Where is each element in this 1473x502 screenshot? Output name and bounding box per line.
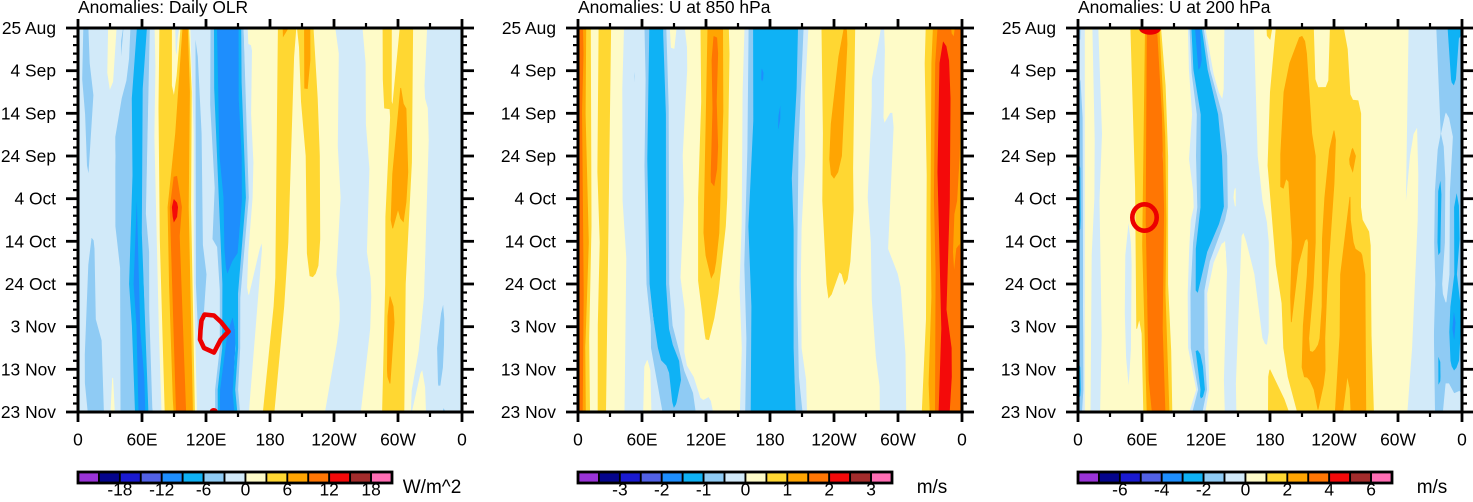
svg-text:14 Sep: 14 Sep — [501, 103, 556, 123]
svg-text:13 Nov: 13 Nov — [501, 359, 556, 379]
svg-text:4 Oct: 4 Oct — [514, 189, 556, 209]
svg-text:120E: 120E — [686, 430, 727, 450]
svg-text:24 Oct: 24 Oct — [1005, 274, 1056, 294]
svg-text:14 Oct: 14 Oct — [5, 231, 56, 251]
svg-text:180: 180 — [255, 430, 284, 450]
svg-text:60E: 60E — [1127, 430, 1158, 450]
svg-text:-6: -6 — [196, 480, 211, 498]
svg-text:60W: 60W — [880, 430, 916, 450]
svg-text:0: 0 — [1241, 480, 1251, 498]
svg-text:25 Aug: 25 Aug — [2, 18, 56, 38]
svg-text:4 Oct: 4 Oct — [1014, 189, 1056, 209]
svg-text:2: 2 — [824, 480, 834, 498]
svg-text:6: 6 — [282, 480, 292, 498]
svg-text:-18: -18 — [107, 480, 132, 498]
svg-text:0: 0 — [741, 480, 751, 498]
svg-text:24 Oct: 24 Oct — [505, 274, 556, 294]
svg-text:24 Oct: 24 Oct — [5, 274, 56, 294]
svg-text:13 Nov: 13 Nov — [1001, 359, 1056, 379]
svg-text:14 Oct: 14 Oct — [1005, 231, 1056, 251]
svg-text:23 Nov: 23 Nov — [1001, 402, 1056, 422]
svg-text:Anomalies: U at 200 hPa: Anomalies: U at 200 hPa — [1078, 0, 1271, 17]
svg-text:60E: 60E — [127, 430, 158, 450]
svg-text:1: 1 — [782, 480, 792, 498]
svg-text:23 Nov: 23 Nov — [1, 402, 56, 422]
svg-text:Anomalies: U at 850 hPa: Anomalies: U at 850 hPa — [578, 0, 771, 17]
svg-text:4 Sep: 4 Sep — [511, 61, 556, 81]
svg-text:3: 3 — [866, 480, 876, 498]
svg-text:0: 0 — [957, 430, 967, 450]
svg-text:m/s: m/s — [1417, 477, 1448, 497]
svg-text:24 Sep: 24 Sep — [1001, 146, 1056, 166]
svg-text:Anomalies: Daily OLR: Anomalies: Daily OLR — [78, 0, 248, 17]
svg-text:120W: 120W — [311, 430, 357, 450]
svg-text:-6: -6 — [1112, 480, 1127, 498]
svg-text:60W: 60W — [1380, 430, 1416, 450]
svg-text:2: 2 — [1282, 480, 1292, 498]
svg-text:3 Nov: 3 Nov — [1011, 317, 1057, 337]
svg-text:-2: -2 — [1196, 480, 1211, 498]
svg-text:120W: 120W — [1311, 430, 1357, 450]
svg-text:60W: 60W — [380, 430, 416, 450]
svg-text:0: 0 — [573, 430, 583, 450]
svg-text:25 Aug: 25 Aug — [1002, 18, 1056, 38]
svg-text:120W: 120W — [811, 430, 857, 450]
svg-text:18: 18 — [361, 480, 380, 498]
svg-text:24 Sep: 24 Sep — [1, 146, 56, 166]
svg-text:0: 0 — [241, 480, 251, 498]
svg-text:13 Nov: 13 Nov — [1, 359, 56, 379]
svg-text:0: 0 — [457, 430, 467, 450]
svg-text:120E: 120E — [1186, 430, 1227, 450]
svg-text:W/m^2: W/m^2 — [403, 477, 462, 497]
svg-text:0: 0 — [1073, 430, 1083, 450]
svg-text:14 Sep: 14 Sep — [1001, 103, 1056, 123]
svg-text:m/s: m/s — [917, 477, 948, 497]
svg-text:0: 0 — [73, 430, 83, 450]
svg-text:14 Oct: 14 Oct — [505, 231, 556, 251]
svg-text:3 Nov: 3 Nov — [11, 317, 57, 337]
svg-text:6: 6 — [1366, 480, 1376, 498]
svg-text:0: 0 — [1457, 430, 1467, 450]
svg-text:3 Nov: 3 Nov — [511, 317, 557, 337]
svg-text:-12: -12 — [149, 480, 174, 498]
svg-text:14 Sep: 14 Sep — [1, 103, 56, 123]
svg-text:180: 180 — [1255, 430, 1284, 450]
svg-text:-4: -4 — [1154, 480, 1170, 498]
svg-text:60E: 60E — [627, 430, 658, 450]
svg-text:25 Aug: 25 Aug — [502, 18, 556, 38]
svg-text:23 Nov: 23 Nov — [501, 402, 556, 422]
svg-text:4 Oct: 4 Oct — [14, 189, 56, 209]
svg-text:-3: -3 — [612, 480, 627, 498]
svg-text:180: 180 — [755, 430, 784, 450]
svg-text:4 Sep: 4 Sep — [11, 61, 56, 81]
svg-text:24 Sep: 24 Sep — [501, 146, 556, 166]
svg-text:-1: -1 — [696, 480, 711, 498]
svg-text:-2: -2 — [654, 480, 669, 498]
svg-text:12: 12 — [320, 480, 339, 498]
svg-text:120E: 120E — [186, 430, 227, 450]
svg-text:4: 4 — [1324, 480, 1334, 498]
svg-text:4 Sep: 4 Sep — [1011, 61, 1056, 81]
